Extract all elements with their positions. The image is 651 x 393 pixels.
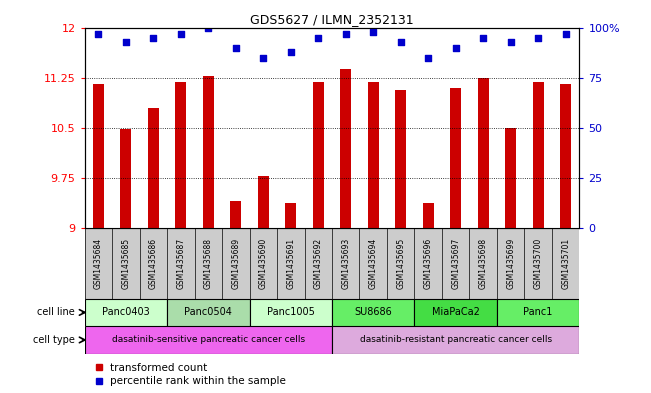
Bar xyxy=(285,202,296,228)
Text: GSM1435688: GSM1435688 xyxy=(204,238,213,289)
Point xyxy=(478,35,488,41)
Bar xyxy=(340,69,352,228)
Text: GSM1435701: GSM1435701 xyxy=(561,238,570,289)
Point xyxy=(258,55,268,61)
Text: GSM1435684: GSM1435684 xyxy=(94,238,103,289)
Text: GSM1435693: GSM1435693 xyxy=(341,238,350,289)
Text: GSM1435686: GSM1435686 xyxy=(149,238,158,289)
Text: GSM1435697: GSM1435697 xyxy=(451,238,460,289)
Text: Panc0504: Panc0504 xyxy=(184,307,232,318)
Text: GSM1435691: GSM1435691 xyxy=(286,238,296,289)
Text: GSM1435695: GSM1435695 xyxy=(396,238,405,289)
Point xyxy=(203,24,214,31)
Bar xyxy=(312,82,324,228)
Bar xyxy=(85,299,167,326)
Bar xyxy=(368,82,379,228)
Text: GSM1435687: GSM1435687 xyxy=(176,238,186,289)
Point xyxy=(561,30,571,37)
Text: Panc1: Panc1 xyxy=(523,307,553,318)
Bar xyxy=(450,88,461,228)
Text: cell type: cell type xyxy=(33,335,75,345)
Text: Panc1005: Panc1005 xyxy=(267,307,314,318)
Point xyxy=(533,35,544,41)
Bar xyxy=(148,108,159,228)
Bar xyxy=(332,326,579,354)
Text: GSM1435685: GSM1435685 xyxy=(121,238,130,289)
Point xyxy=(505,39,516,45)
Point xyxy=(230,44,241,51)
Point xyxy=(396,39,406,45)
Bar xyxy=(85,326,332,354)
Text: GSM1435696: GSM1435696 xyxy=(424,238,433,289)
Bar xyxy=(478,78,489,228)
Text: MiaPaCa2: MiaPaCa2 xyxy=(432,307,480,318)
Point xyxy=(313,35,324,41)
Bar xyxy=(505,128,516,228)
Text: GSM1435698: GSM1435698 xyxy=(478,238,488,289)
Point xyxy=(450,44,461,51)
Text: GSM1435700: GSM1435700 xyxy=(534,238,543,289)
Text: GSM1435694: GSM1435694 xyxy=(368,238,378,289)
Bar xyxy=(93,84,104,228)
Text: GSM1435699: GSM1435699 xyxy=(506,238,515,289)
Bar xyxy=(395,90,406,228)
Point xyxy=(423,55,434,61)
Title: GDS5627 / ILMN_2352131: GDS5627 / ILMN_2352131 xyxy=(250,13,414,26)
Bar xyxy=(497,299,579,326)
Point xyxy=(340,30,351,37)
Legend: transformed count, percentile rank within the sample: transformed count, percentile rank withi… xyxy=(90,359,290,390)
Bar xyxy=(533,82,544,228)
Bar xyxy=(258,176,269,228)
Text: dasatinib-resistant pancreatic cancer cells: dasatinib-resistant pancreatic cancer ce… xyxy=(359,336,552,344)
Text: GSM1435689: GSM1435689 xyxy=(231,238,240,289)
Bar xyxy=(120,129,132,228)
Bar xyxy=(203,75,214,228)
Text: SU8686: SU8686 xyxy=(354,307,392,318)
Bar xyxy=(230,201,242,228)
Text: Panc0403: Panc0403 xyxy=(102,307,150,318)
Point xyxy=(286,48,296,55)
Text: cell line: cell line xyxy=(37,307,75,318)
Bar xyxy=(249,299,332,326)
Bar xyxy=(422,202,434,228)
Text: GSM1435692: GSM1435692 xyxy=(314,238,323,289)
Point xyxy=(176,30,186,37)
Bar xyxy=(560,84,571,228)
Point xyxy=(120,39,131,45)
Bar xyxy=(175,82,186,228)
Point xyxy=(93,30,104,37)
Point xyxy=(368,28,378,35)
Text: dasatinib-sensitive pancreatic cancer cells: dasatinib-sensitive pancreatic cancer ce… xyxy=(112,336,305,344)
Bar xyxy=(415,299,497,326)
Bar xyxy=(167,299,249,326)
Text: GSM1435690: GSM1435690 xyxy=(259,238,268,289)
Point xyxy=(148,35,159,41)
Bar xyxy=(332,299,415,326)
